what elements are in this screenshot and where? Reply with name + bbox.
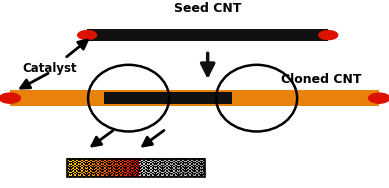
Circle shape bbox=[0, 93, 21, 103]
Text: Catalyst: Catalyst bbox=[22, 62, 77, 75]
Text: Cloned CNT: Cloned CNT bbox=[281, 73, 362, 86]
Bar bbox=[104, 92, 232, 104]
Bar bbox=[10, 90, 379, 106]
Bar bbox=[87, 29, 328, 41]
Circle shape bbox=[368, 93, 389, 103]
Text: Seed CNT: Seed CNT bbox=[174, 2, 241, 15]
Circle shape bbox=[78, 31, 96, 40]
Bar bbox=[67, 159, 205, 177]
Circle shape bbox=[319, 31, 338, 40]
